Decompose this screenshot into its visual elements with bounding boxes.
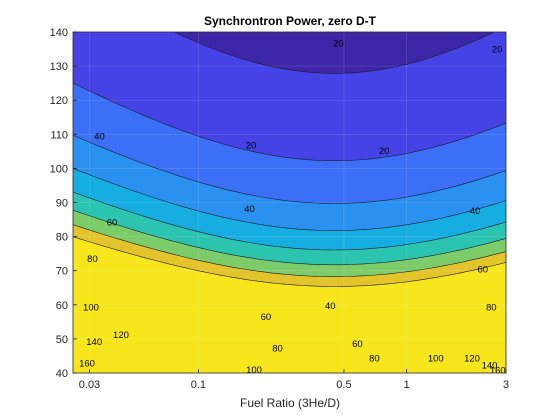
x-tick-label: 3: [503, 379, 509, 391]
y-tick-label: 80: [56, 232, 68, 244]
contour-label: 100: [246, 365, 262, 376]
x-tick-label: 0.5: [336, 379, 351, 391]
x-tick-label: 1: [404, 379, 410, 391]
contour-line-120: [73, 209, 506, 266]
y-tick-label: 50: [56, 334, 68, 346]
y-tick-label: 140: [50, 27, 68, 39]
y-tick-label: 100: [50, 163, 68, 175]
y-tick-label: 60: [56, 300, 68, 312]
contour-label: 140: [86, 337, 102, 348]
contour-label: 80: [486, 303, 497, 314]
contour-label: 60: [477, 264, 488, 275]
contour-label: 140: [482, 361, 498, 372]
contour-labels: 20 20 20 20 40 40 40 40 60 60 60 60 80 80 80 80 100 100 10…: [79, 38, 506, 376]
contour-fills: [73, 32, 506, 373]
contour-label: 40: [325, 301, 336, 312]
y-axis-ticks: 40 50 60 70 80 90 100 110 120 130 140: [50, 27, 77, 380]
x-axis-ticks: 0.03 0.1 0.5 1 3: [79, 369, 509, 391]
x-tick-label: 0.1: [191, 379, 206, 391]
contour-label: 80: [369, 353, 380, 364]
contour-line-20: [173, 32, 496, 74]
y-tick-label: 70: [56, 266, 68, 278]
contour-label: 20: [492, 45, 503, 56]
contour-lines: [73, 32, 506, 287]
contour-label: 80: [87, 254, 98, 265]
contour-label: 40: [244, 204, 255, 215]
contour-label: 120: [464, 353, 480, 364]
contour-line-40: [73, 82, 506, 161]
contour-label: 20: [379, 146, 390, 157]
x-axis-label: Fuel Ratio (3He/D): [240, 396, 340, 410]
contour-label: 100: [428, 353, 444, 364]
contour-line-160: [73, 236, 506, 287]
contour-line-140: [73, 224, 506, 277]
contour-label: 60: [352, 339, 363, 350]
contour-label: 160: [490, 365, 506, 376]
y-tick-label: 40: [56, 368, 68, 380]
contour-label: 20: [333, 38, 344, 49]
y-tick-label: 90: [56, 198, 68, 210]
contour-label: 20: [246, 141, 257, 152]
contour-label: 80: [272, 344, 283, 355]
plot-area: 20 20 20 20 40 40 40 40 60 60 60 60 80 80 80 80 100 100 10…: [73, 32, 506, 376]
contour-line-60: [73, 135, 506, 204]
y-tick-label: 110: [50, 129, 68, 141]
y-tick-label: 120: [50, 95, 68, 107]
grid-lines: [73, 32, 506, 373]
contour-label: 160: [79, 358, 95, 369]
contour-band-8: [73, 236, 506, 373]
contour-label: 100: [83, 303, 99, 314]
contour-label: 60: [261, 312, 272, 323]
contour-label: 120: [113, 330, 129, 341]
chart-title: Synchrontron Power, zero D-T: [204, 14, 377, 28]
contour-label: 40: [94, 132, 105, 143]
contour-line-80: [73, 168, 506, 231]
y-tick-label: 130: [50, 61, 68, 73]
contour-line-100: [73, 191, 506, 251]
x-tick-label: 0.03: [79, 379, 100, 391]
contour-label: 60: [107, 217, 118, 228]
contour-label: 40: [470, 206, 481, 217]
